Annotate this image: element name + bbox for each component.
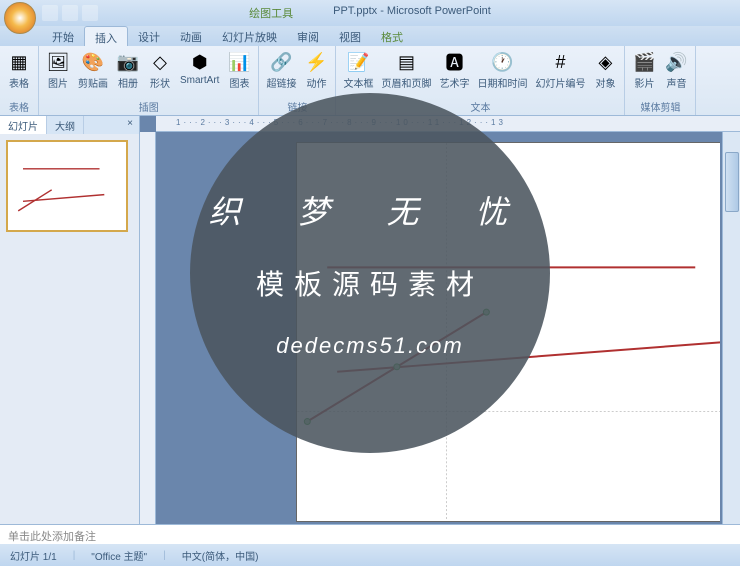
sound-icon: 🔊 — [664, 50, 688, 74]
tab-format[interactable]: 格式 — [371, 26, 413, 46]
slides-panel: 幻灯片 大纲 × — [0, 116, 140, 524]
quick-access-toolbar — [42, 5, 98, 21]
hyperlink-icon: 🔗 — [269, 50, 293, 74]
btn-chart[interactable]: 📊图表 — [224, 48, 254, 92]
btn-clipart[interactable]: 🎨剪贴画 — [75, 48, 111, 92]
slidenum-icon: # — [548, 50, 572, 74]
btn-action[interactable]: ⚡动作 — [301, 48, 331, 92]
titlebar: 绘图工具 PPT.pptx - Microsoft PowerPoint — [0, 0, 740, 26]
ribbon-tabs: 开始 插入 设计 动画 幻灯片放映 审阅 视图 格式 — [0, 26, 740, 46]
btn-hyperlink[interactable]: 🔗超链接 — [263, 48, 299, 92]
movie-icon: 🎬 — [632, 50, 656, 74]
group-title-links: 链接 — [263, 98, 331, 114]
btn-album[interactable]: 📷相册 — [113, 48, 143, 92]
picture-icon: 🖼 — [46, 50, 70, 74]
btn-table[interactable]: ▦ 表格 — [4, 48, 34, 92]
object-icon: ◈ — [593, 50, 617, 74]
workspace: 幻灯片 大纲 × — [0, 116, 740, 524]
ribbon: ▦ 表格 表格 🖼图片 🎨剪贴画 📷相册 ◇形状 ⬢SmartArt 📊图表 插… — [0, 46, 740, 116]
btn-wordart[interactable]: 🅰艺术字 — [436, 48, 472, 92]
vertical-scrollbar[interactable] — [722, 132, 740, 524]
group-title-illust: 插图 — [43, 98, 254, 114]
tab-animation[interactable]: 动画 — [170, 26, 212, 46]
tab-design[interactable]: 设计 — [128, 26, 170, 46]
status-theme: "Office 主题" — [87, 546, 151, 565]
office-button[interactable] — [4, 2, 36, 34]
qat-undo-icon[interactable] — [62, 5, 78, 21]
tab-review[interactable]: 审阅 — [287, 26, 329, 46]
horizontal-ruler — [156, 116, 740, 132]
action-icon: ⚡ — [304, 50, 328, 74]
status-language[interactable]: 中文(简体，中国) — [178, 546, 263, 565]
headerfooter-icon: ▤ — [394, 50, 418, 74]
album-icon: 📷 — [116, 50, 140, 74]
group-media: 🎬影片 🔊声音 媒体剪辑 — [625, 46, 696, 115]
tab-start[interactable]: 开始 — [42, 26, 84, 46]
status-slide-count: 幻灯片 1/1 — [6, 546, 61, 565]
group-text: 📝文本框 ▤页眉和页脚 🅰艺术字 🕐日期和时间 #幻灯片编号 ◈对象 文本 — [336, 46, 625, 115]
tab-view[interactable]: 视图 — [329, 26, 371, 46]
group-illustrations: 🖼图片 🎨剪贴画 📷相册 ◇形状 ⬢SmartArt 📊图表 插图 — [39, 46, 259, 115]
btn-headerfooter[interactable]: ▤页眉和页脚 — [378, 48, 434, 92]
btn-textbox[interactable]: 📝文本框 — [340, 48, 376, 92]
window-title: PPT.pptx - Microsoft PowerPoint — [333, 5, 491, 21]
btn-smartart[interactable]: ⬢SmartArt — [177, 48, 222, 88]
btn-datetime[interactable]: 🕐日期和时间 — [474, 48, 530, 92]
btn-sound[interactable]: 🔊声音 — [661, 48, 691, 92]
textbox-icon: 📝 — [346, 50, 370, 74]
canvas-viewport[interactable] — [156, 132, 720, 524]
sidebar-tab-slides[interactable]: 幻灯片 — [0, 116, 47, 134]
sidebar-tab-outline[interactable]: 大纲 — [47, 116, 84, 134]
statusbar: 幻灯片 1/1 | "Office 主题" | 中文(简体，中国) — [0, 544, 740, 566]
smartart-icon: ⬢ — [188, 50, 212, 74]
group-title-tables: 表格 — [4, 98, 34, 114]
scroll-thumb[interactable] — [725, 152, 739, 212]
wordart-icon: 🅰 — [442, 50, 466, 74]
qat-redo-icon[interactable] — [82, 5, 98, 21]
btn-slidenum[interactable]: #幻灯片编号 — [532, 48, 588, 92]
clipart-icon: 🎨 — [81, 50, 105, 74]
group-links: 🔗超链接 ⚡动作 链接 — [259, 46, 336, 115]
tab-slideshow[interactable]: 幻灯片放映 — [212, 26, 287, 46]
group-title-media: 媒体剪辑 — [629, 98, 691, 114]
group-title-text: 文本 — [340, 98, 620, 114]
btn-movie[interactable]: 🎬影片 — [629, 48, 659, 92]
btn-picture[interactable]: 🖼图片 — [43, 48, 73, 92]
slide-thumbnail-1[interactable] — [6, 140, 128, 232]
slide-editor — [140, 116, 740, 524]
chart-icon: 📊 — [227, 50, 251, 74]
group-tables: ▦ 表格 表格 — [0, 46, 39, 115]
notes-pane[interactable]: 单击此处添加备注 — [0, 524, 740, 544]
tab-insert[interactable]: 插入 — [84, 26, 128, 46]
btn-shapes[interactable]: ◇形状 — [145, 48, 175, 92]
shapes-icon: ◇ — [148, 50, 172, 74]
contextual-label: 绘图工具 — [249, 5, 293, 21]
btn-object[interactable]: ◈对象 — [590, 48, 620, 92]
vertical-ruler — [140, 132, 156, 524]
sidebar-close-icon[interactable]: × — [121, 116, 139, 134]
datetime-icon: 🕐 — [490, 50, 514, 74]
slide-canvas[interactable] — [296, 142, 720, 522]
qat-save-icon[interactable] — [42, 5, 58, 21]
table-icon: ▦ — [7, 50, 31, 74]
